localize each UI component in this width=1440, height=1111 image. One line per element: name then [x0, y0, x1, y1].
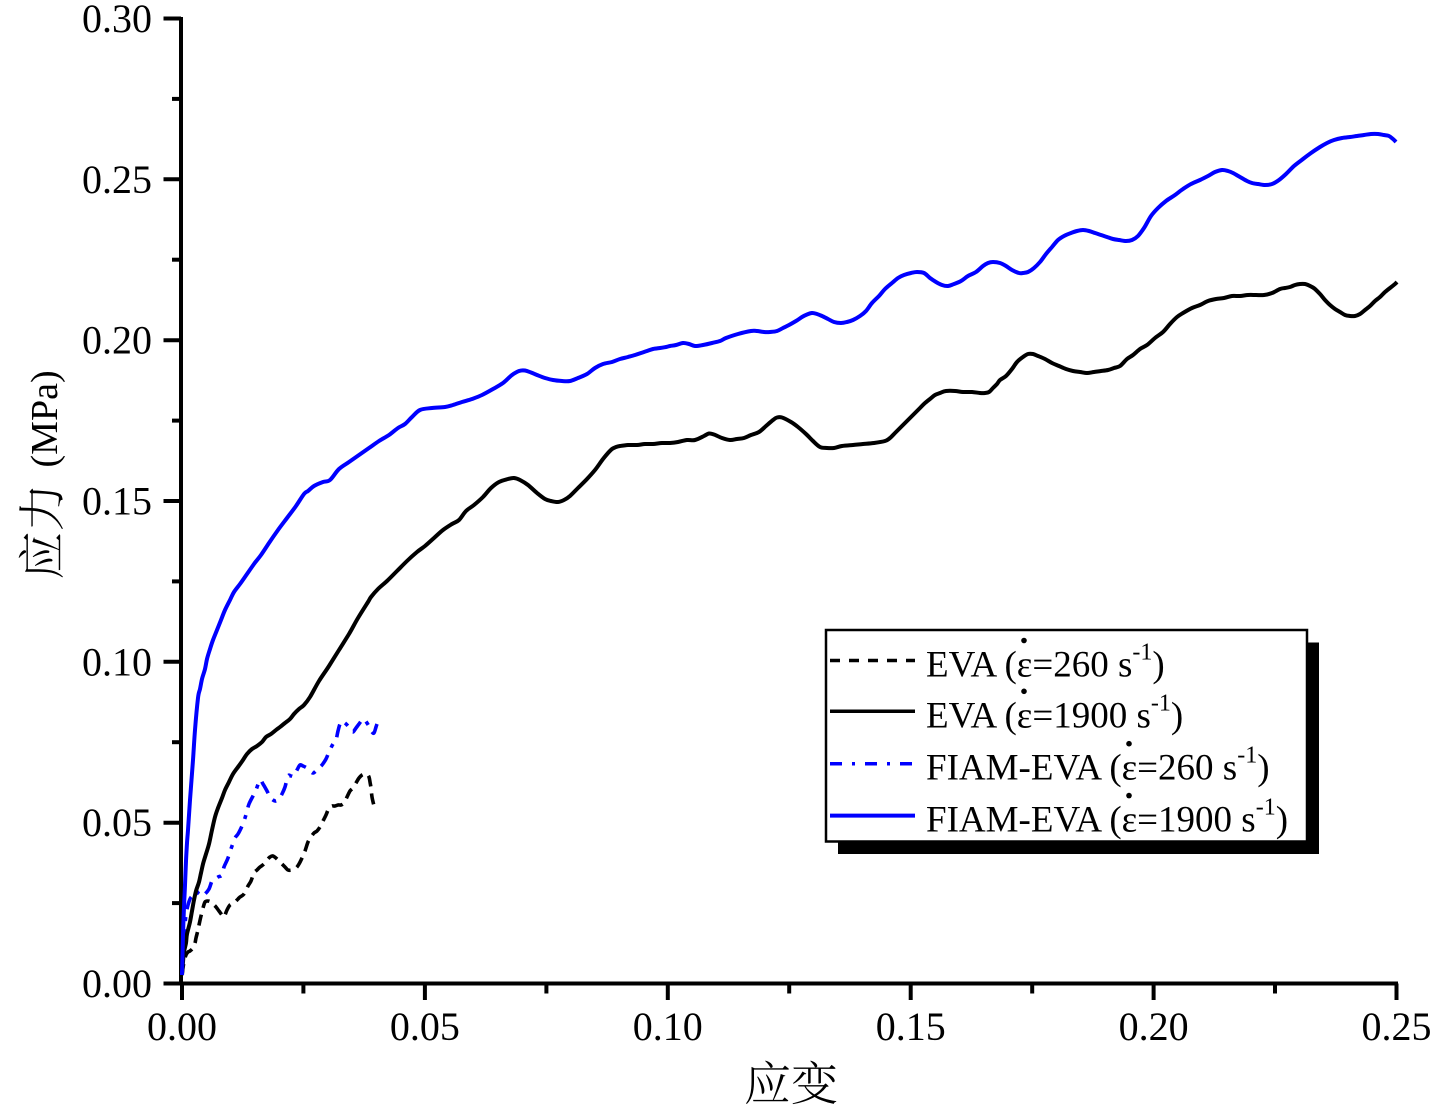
- svg-text:0.10: 0.10: [82, 639, 152, 684]
- svg-text:EVA (ε=1900 s-1): EVA (ε=1900 s-1): [926, 690, 1183, 736]
- svg-text:0.20: 0.20: [1119, 1004, 1189, 1049]
- svg-text:0.15: 0.15: [82, 479, 152, 524]
- svg-text:0.05: 0.05: [82, 800, 152, 845]
- svg-text:0.05: 0.05: [390, 1004, 460, 1049]
- svg-text:0.15: 0.15: [876, 1004, 946, 1049]
- svg-text:0.00: 0.00: [82, 961, 152, 1006]
- svg-text:(MPa): (MPa): [24, 370, 66, 467]
- svg-text:0.00: 0.00: [147, 1004, 217, 1049]
- svg-text:0.25: 0.25: [82, 157, 152, 202]
- svg-text:0.25: 0.25: [1362, 1004, 1432, 1049]
- svg-text:FIAM-EVA (ε=260 s-1): FIAM-EVA (ε=260 s-1): [926, 743, 1270, 789]
- svg-text:0.10: 0.10: [633, 1004, 703, 1049]
- svg-text:FIAM-EVA (ε=1900 s-1): FIAM-EVA (ε=1900 s-1): [926, 795, 1288, 841]
- svg-text:0.20: 0.20: [82, 318, 152, 363]
- svg-text:0.30: 0.30: [82, 0, 152, 41]
- svg-text:EVA (ε=260 s-1): EVA (ε=260 s-1): [926, 640, 1165, 686]
